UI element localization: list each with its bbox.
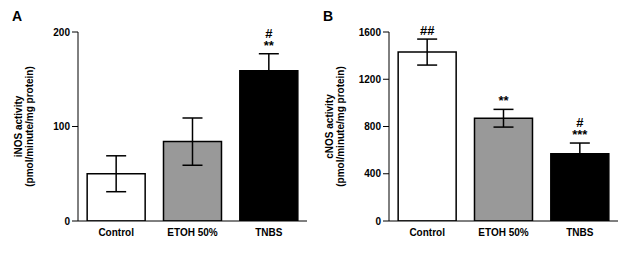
svg-text:100: 100: [53, 121, 70, 132]
svg-text:TNBS: TNBS: [566, 227, 594, 238]
svg-text:***: ***: [572, 127, 588, 142]
html-text:B: B: [323, 8, 334, 24]
svg-text:400: 400: [364, 168, 381, 179]
svg-text:iNOS activity(pmol/minute/mg p: iNOS activity(pmol/minute/mg protein): [13, 66, 35, 187]
svg-text:200: 200: [53, 27, 70, 38]
svg-text:ETOH 50%: ETOH 50%: [167, 227, 217, 238]
svg-text:cNOS activity(pmol/minute/mg p: cNOS activity(pmol/minute/mg protein): [324, 66, 346, 187]
svg-text:**: **: [498, 93, 509, 108]
svg-text:Control: Control: [98, 227, 134, 238]
svg-text:**: **: [264, 38, 275, 53]
svg-text:0: 0: [64, 216, 70, 227]
svg-text:##: ##: [420, 23, 435, 38]
svg-text:1600: 1600: [359, 27, 382, 38]
html-text:A: A: [12, 8, 23, 24]
svg-text:TNBS: TNBS: [255, 227, 283, 238]
svg-text:ETOH 50%: ETOH 50%: [478, 227, 528, 238]
svg-text:1200: 1200: [359, 74, 382, 85]
svg-text:Control: Control: [409, 227, 445, 238]
svg-text:0: 0: [375, 216, 381, 227]
svg-text:800: 800: [364, 121, 381, 132]
